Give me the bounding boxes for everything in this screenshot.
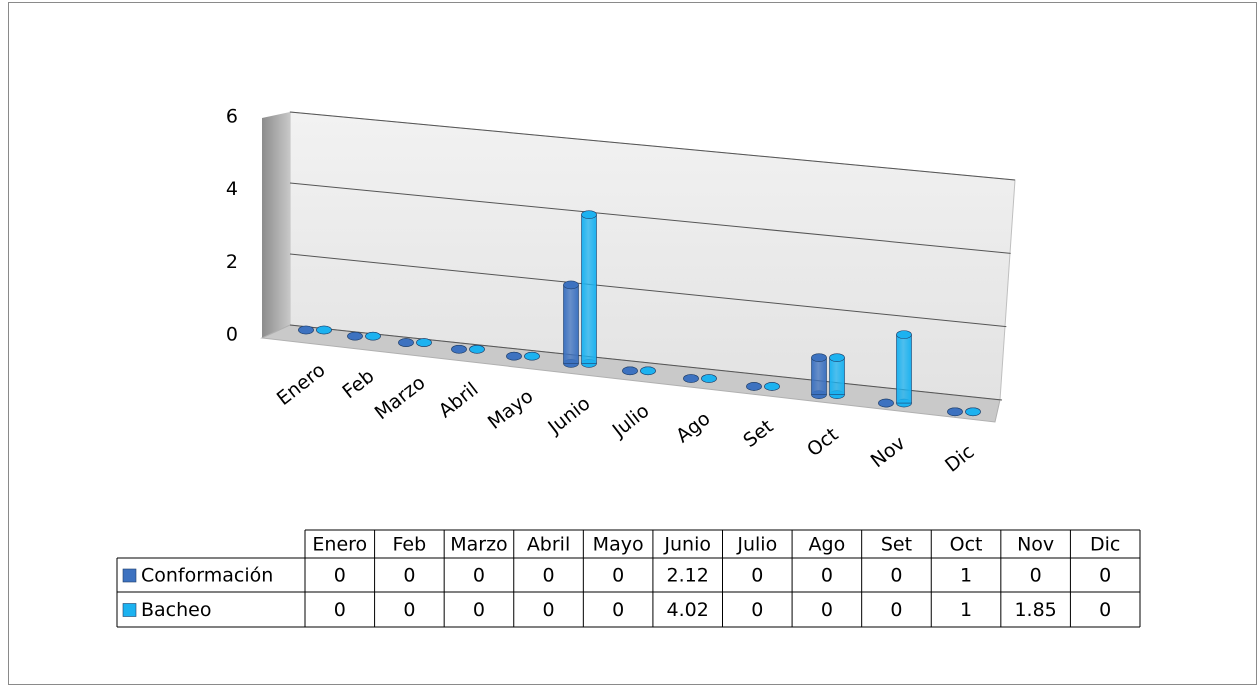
- grid-line: [289, 182, 1011, 254]
- y-tick-label: 2: [226, 251, 238, 273]
- table-cell: 0: [542, 599, 554, 621]
- bar-top: [469, 344, 485, 354]
- table-cell: 0: [334, 599, 346, 621]
- table-header: Set: [881, 534, 912, 556]
- bar-top: [506, 351, 522, 361]
- table-cell: 0: [1099, 565, 1111, 587]
- bar: [829, 357, 845, 395]
- side-wall: [262, 112, 290, 338]
- table-cell: 0: [821, 565, 833, 587]
- bar-top: [947, 407, 963, 417]
- table-cell: 0: [542, 565, 554, 587]
- legend-label: Conformación: [141, 565, 273, 587]
- bar: [811, 357, 827, 395]
- table-header: Feb: [393, 534, 427, 556]
- bar-top: [640, 366, 656, 376]
- legend-swatch: [122, 568, 137, 583]
- y-tick-label: 6: [226, 106, 238, 128]
- table-cell: 0: [1099, 599, 1111, 621]
- table-header: Marzo: [450, 534, 507, 556]
- table-cell: 1: [960, 599, 972, 621]
- table-header: Junio: [663, 534, 711, 556]
- bar-top: [416, 338, 432, 347]
- table-cell: 0: [334, 565, 346, 587]
- table-cell: 0: [612, 565, 624, 587]
- table-cell: 1: [960, 565, 972, 587]
- bar-top: [965, 407, 981, 417]
- table-header: Oct: [950, 534, 983, 556]
- bar-top: [451, 344, 467, 354]
- table-cell: 0: [751, 599, 763, 621]
- bar-top: [563, 280, 579, 290]
- bar-top: [622, 366, 638, 376]
- bar-top: [316, 325, 332, 335]
- table-cell: 2.12: [667, 565, 709, 587]
- table-cell: 0: [403, 565, 415, 587]
- bar-top: [764, 382, 780, 391]
- grid-line: [289, 111, 1016, 181]
- bar-top: [347, 331, 363, 341]
- bar-top: [524, 351, 540, 361]
- table-cell: 0: [821, 599, 833, 621]
- grid-line: [289, 253, 1007, 328]
- grid-line: [289, 324, 1003, 401]
- table-cell: 0: [751, 565, 763, 587]
- table-cell: 0: [403, 599, 415, 621]
- table-cell: 1.85: [1014, 599, 1056, 621]
- bar: [581, 214, 597, 364]
- bar-top: [746, 382, 762, 391]
- bar-top: [398, 338, 414, 347]
- table-header: Enero: [312, 534, 367, 556]
- table-cell: 0: [473, 565, 485, 587]
- bar-top: [896, 330, 912, 339]
- legend-swatch: [122, 603, 137, 617]
- y-tick-label: 0: [226, 324, 238, 346]
- legend-label: Bacheo: [141, 599, 211, 621]
- bar-top: [811, 353, 827, 362]
- bar: [896, 334, 912, 404]
- bar-top: [701, 374, 717, 383]
- table-cell: 0: [1030, 565, 1042, 587]
- table-cell: 0: [473, 599, 485, 621]
- table-header: Abril: [527, 534, 570, 556]
- table-cell: 4.02: [667, 599, 709, 621]
- bar: [563, 284, 579, 364]
- bar-top: [365, 331, 381, 341]
- table-cell: 0: [890, 599, 902, 621]
- table-cell: 0: [890, 565, 902, 587]
- bar-top: [878, 398, 894, 408]
- bar-top: [829, 353, 845, 362]
- table-header: Mayo: [593, 534, 644, 556]
- bar-top: [298, 325, 314, 335]
- table-header: Julio: [736, 534, 777, 556]
- bar-top: [581, 210, 597, 219]
- table-header: Nov: [1017, 534, 1054, 556]
- bar-top: [683, 374, 699, 383]
- y-tick-label: 4: [226, 178, 238, 200]
- table-cell: 0: [612, 599, 624, 621]
- table-header: Dic: [1090, 534, 1120, 556]
- table-header: Ago: [809, 534, 846, 556]
